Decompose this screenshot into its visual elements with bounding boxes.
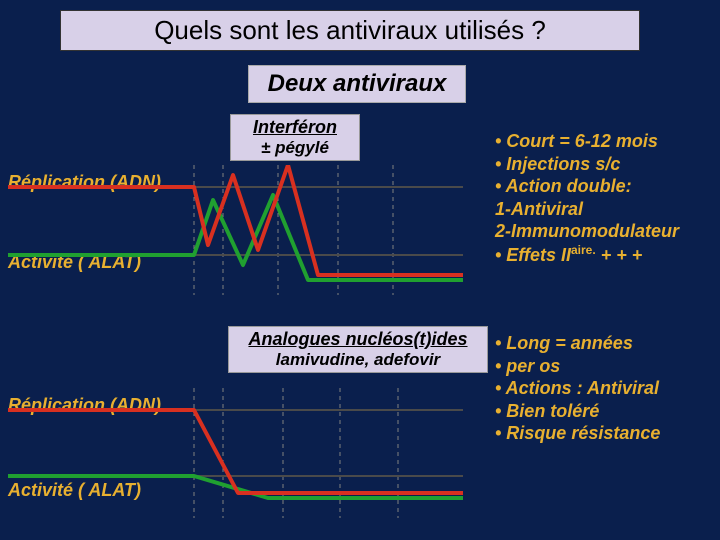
section2-chart [8, 388, 463, 518]
page-title: Quels sont les antiviraux utilisés ? [60, 10, 640, 51]
section2-bullets: • Long = années• per os• Actions : Antiv… [495, 332, 660, 445]
section1-chart [8, 165, 463, 295]
bullet-line: • Action double: [495, 175, 679, 198]
bullet-line: 2-Immunomodulateur [495, 220, 679, 243]
section1-header: Interféron ± pégylé [230, 114, 360, 161]
section2-title1: Analogues nucléos(t)ides [239, 329, 477, 350]
section2-title2: lamivudine, adefovir [239, 350, 477, 370]
page-subtitle: Deux antiviraux [248, 65, 466, 103]
bullet-line: • Effets IIaire. + + + [495, 243, 679, 267]
section2-header: Analogues nucléos(t)ides lamivudine, ade… [228, 326, 488, 373]
section1-title1: Interféron [241, 117, 349, 138]
bullet-line: • per os [495, 355, 660, 378]
bullet-line: • Court = 6-12 mois [495, 130, 679, 153]
bullet-line: • Long = années [495, 332, 660, 355]
bullet-line: • Actions : Antiviral [495, 377, 660, 400]
section1-bullets: • Court = 6-12 mois• Injections s/c• Act… [495, 130, 679, 266]
bullet-line: • Risque résistance [495, 422, 660, 445]
bullet-line: • Injections s/c [495, 153, 679, 176]
section1-title2: ± pégylé [241, 138, 349, 158]
bullet-line: 1-Antiviral [495, 198, 679, 221]
bullet-line: • Bien toléré [495, 400, 660, 423]
